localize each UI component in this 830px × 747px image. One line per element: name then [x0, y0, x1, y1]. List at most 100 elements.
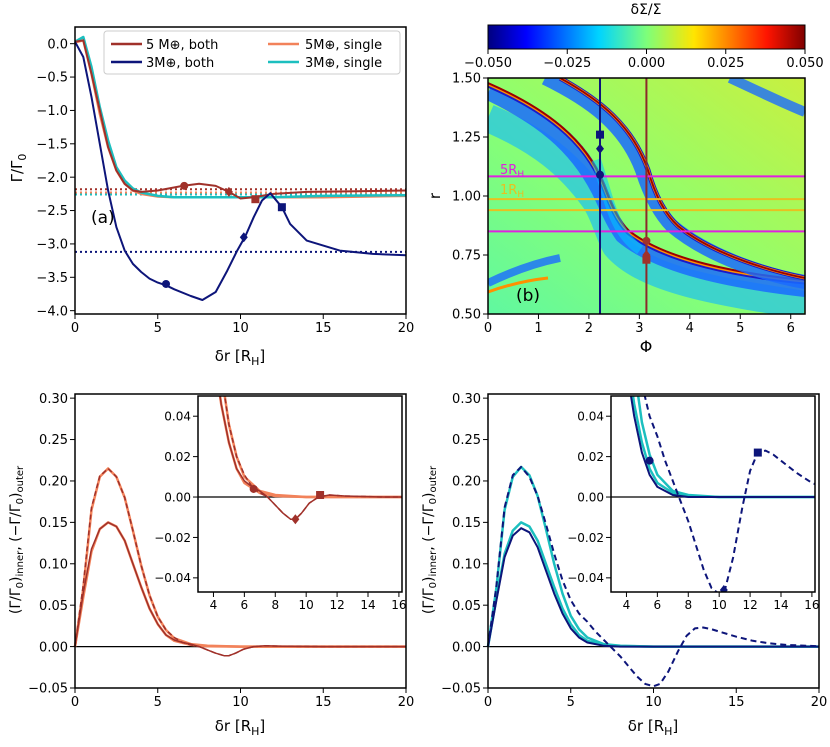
x-tick-label: 10	[712, 598, 727, 612]
x-tick-label: 14	[360, 598, 375, 612]
y-tick-label: 1.25	[452, 131, 481, 146]
x-tick-label: 20	[811, 695, 828, 710]
x-tick-label: 5	[154, 695, 162, 710]
marker-square	[753, 448, 762, 457]
y-tick-label: 0.50	[452, 308, 481, 323]
y-tick-label: 0.00	[39, 640, 68, 655]
marker-square	[251, 195, 260, 204]
panel-b-xlabel: Φ	[640, 337, 653, 356]
marker-diamond	[291, 514, 300, 525]
x-tick-label: 16	[804, 598, 819, 612]
colorbar-tick-label: 0.025	[707, 56, 744, 71]
colorbar-tick-label: 0.050	[786, 56, 823, 71]
y-tick-label: 0.75	[452, 249, 481, 264]
y-tick-label: 0.20	[39, 475, 68, 490]
series-line-3M_both_inner	[629, 396, 815, 498]
y-tick-label: 0.02	[164, 450, 191, 464]
marker-square	[596, 130, 605, 139]
series-line-3M_both_outer	[487, 465, 820, 688]
marker-square	[642, 255, 651, 264]
x-tick-label: 12	[329, 598, 344, 612]
x-tick-label: 8	[271, 598, 279, 612]
y-tick-label: 0.30	[452, 392, 481, 407]
marker-circle	[162, 279, 171, 288]
panel-a: 0 5 10 15 20 0.0 −0.5 −1.0 −1.5 −2.0 −2.5 −3.0 −3.5 −…	[8, 26, 415, 368]
y-tick-label: 0.00	[452, 640, 481, 655]
marker-circle	[642, 236, 651, 245]
x-tick-label: 15	[728, 695, 745, 710]
y-tick-label: 0.10	[39, 557, 68, 572]
panel-c-xlabel: δr [RH]	[215, 717, 266, 738]
panel-c: 0 5 10 15 20 −0.05 0.00 0.05 0.10 0.15 0.20 0.25 0.3…	[8, 392, 414, 738]
x-tick-label: 2	[585, 321, 593, 336]
panel-d-inset: 4 6 8 10 12 14 16 −0.04 −0.02 0.00 0.02 0.04	[567, 395, 820, 612]
marker-diamond	[596, 143, 605, 154]
legend: 5 M⊕, both 3M⊕, both 5M⊕, single 3M⊕, si…	[103, 30, 401, 75]
marker-diamond	[719, 584, 728, 592]
series-line-5M_both_outer	[223, 396, 402, 521]
x-tick-label: 14	[773, 598, 788, 612]
marker-diamond	[239, 232, 248, 243]
x-tick-label: 10	[232, 695, 249, 710]
series-line-3M_both_inner	[487, 527, 819, 648]
y-tick-label: −0.5	[36, 71, 68, 86]
y-tick-label: 0.05	[452, 599, 481, 614]
x-tick-label: 5	[736, 321, 744, 336]
marker-diamond	[224, 186, 233, 197]
x-tick-label: 5	[567, 695, 575, 710]
y-tick-label: −2.5	[36, 204, 68, 219]
colorbar-tick-label: −0.025	[543, 56, 591, 71]
x-tick-label: 3	[635, 321, 643, 336]
marker-square	[316, 491, 325, 500]
x-tick-label: 12	[742, 598, 757, 612]
panel-a-label: (a)	[91, 208, 115, 228]
x-tick-label: 10	[232, 321, 249, 336]
y-tick-label: 0.04	[164, 410, 191, 424]
panel-b-ylabel: r	[426, 192, 444, 199]
x-tick-label: 4	[623, 598, 631, 612]
legend-label: 5 M⊕, both	[146, 38, 218, 53]
y-tick-label: −0.05	[28, 682, 68, 697]
y-tick-label: 0.0	[47, 37, 68, 52]
y-tick-label: 1.00	[452, 190, 481, 205]
panel-c-ylabel: (Γ/Γ0)inner, (−Γ/Γ0)outer	[8, 465, 26, 614]
x-tick-label: 4	[686, 321, 694, 336]
x-tick-label: 20	[398, 321, 415, 336]
y-tick-label: 0.30	[39, 392, 68, 407]
panel-d-ylabel: (Γ/Γ0)inner, (−Γ/Γ0)outer	[421, 465, 439, 614]
x-tick-label: 6	[787, 321, 795, 336]
panel-b-label: (b)	[516, 286, 540, 306]
panel-a-xlabel: δr [RH]	[215, 347, 266, 368]
y-tick-label: 0.00	[577, 490, 604, 504]
colorbar-label: δΣ/Σ	[631, 2, 662, 18]
panel-d: 0 5 10 15 20 −0.05 0.00 0.05 0.10 0.15 0.20 0.25 0.3…	[421, 392, 828, 738]
y-tick-label: 0.04	[577, 410, 604, 424]
inset-plot	[198, 396, 402, 525]
inset-plot	[611, 396, 815, 592]
y-tick-label: 0.15	[452, 516, 481, 531]
x-tick-label: 10	[645, 695, 662, 710]
x-tick-label: 4	[210, 598, 218, 612]
x-tick-label: 6	[241, 598, 249, 612]
x-tick-label: 0	[71, 695, 79, 710]
series-line-3M_both_outer	[643, 396, 815, 592]
y-tick-label: −0.04	[567, 571, 604, 585]
x-tick-label: 15	[315, 321, 332, 336]
x-tick-label: 0	[71, 321, 79, 336]
y-tick-label: 0.02	[577, 450, 604, 464]
series-line-5M_both_outer	[74, 467, 406, 657]
marker-circle	[180, 181, 189, 190]
panel-d-xlabel: δr [RH]	[628, 717, 679, 738]
series-line-3M_both	[74, 41, 407, 301]
y-tick-label: −0.05	[441, 682, 481, 697]
y-tick-label: −4.0	[36, 304, 68, 319]
series-line-5M_single_outer	[223, 396, 402, 499]
y-tick-label: −0.04	[154, 571, 191, 585]
x-tick-label: 0	[484, 695, 492, 710]
x-tick-label: 5	[154, 321, 162, 336]
legend-label: 3M⊕, single	[305, 56, 382, 71]
legend-label: 3M⊕, both	[146, 56, 214, 71]
marker-circle	[645, 456, 654, 465]
y-tick-label: 0.00	[164, 490, 191, 504]
